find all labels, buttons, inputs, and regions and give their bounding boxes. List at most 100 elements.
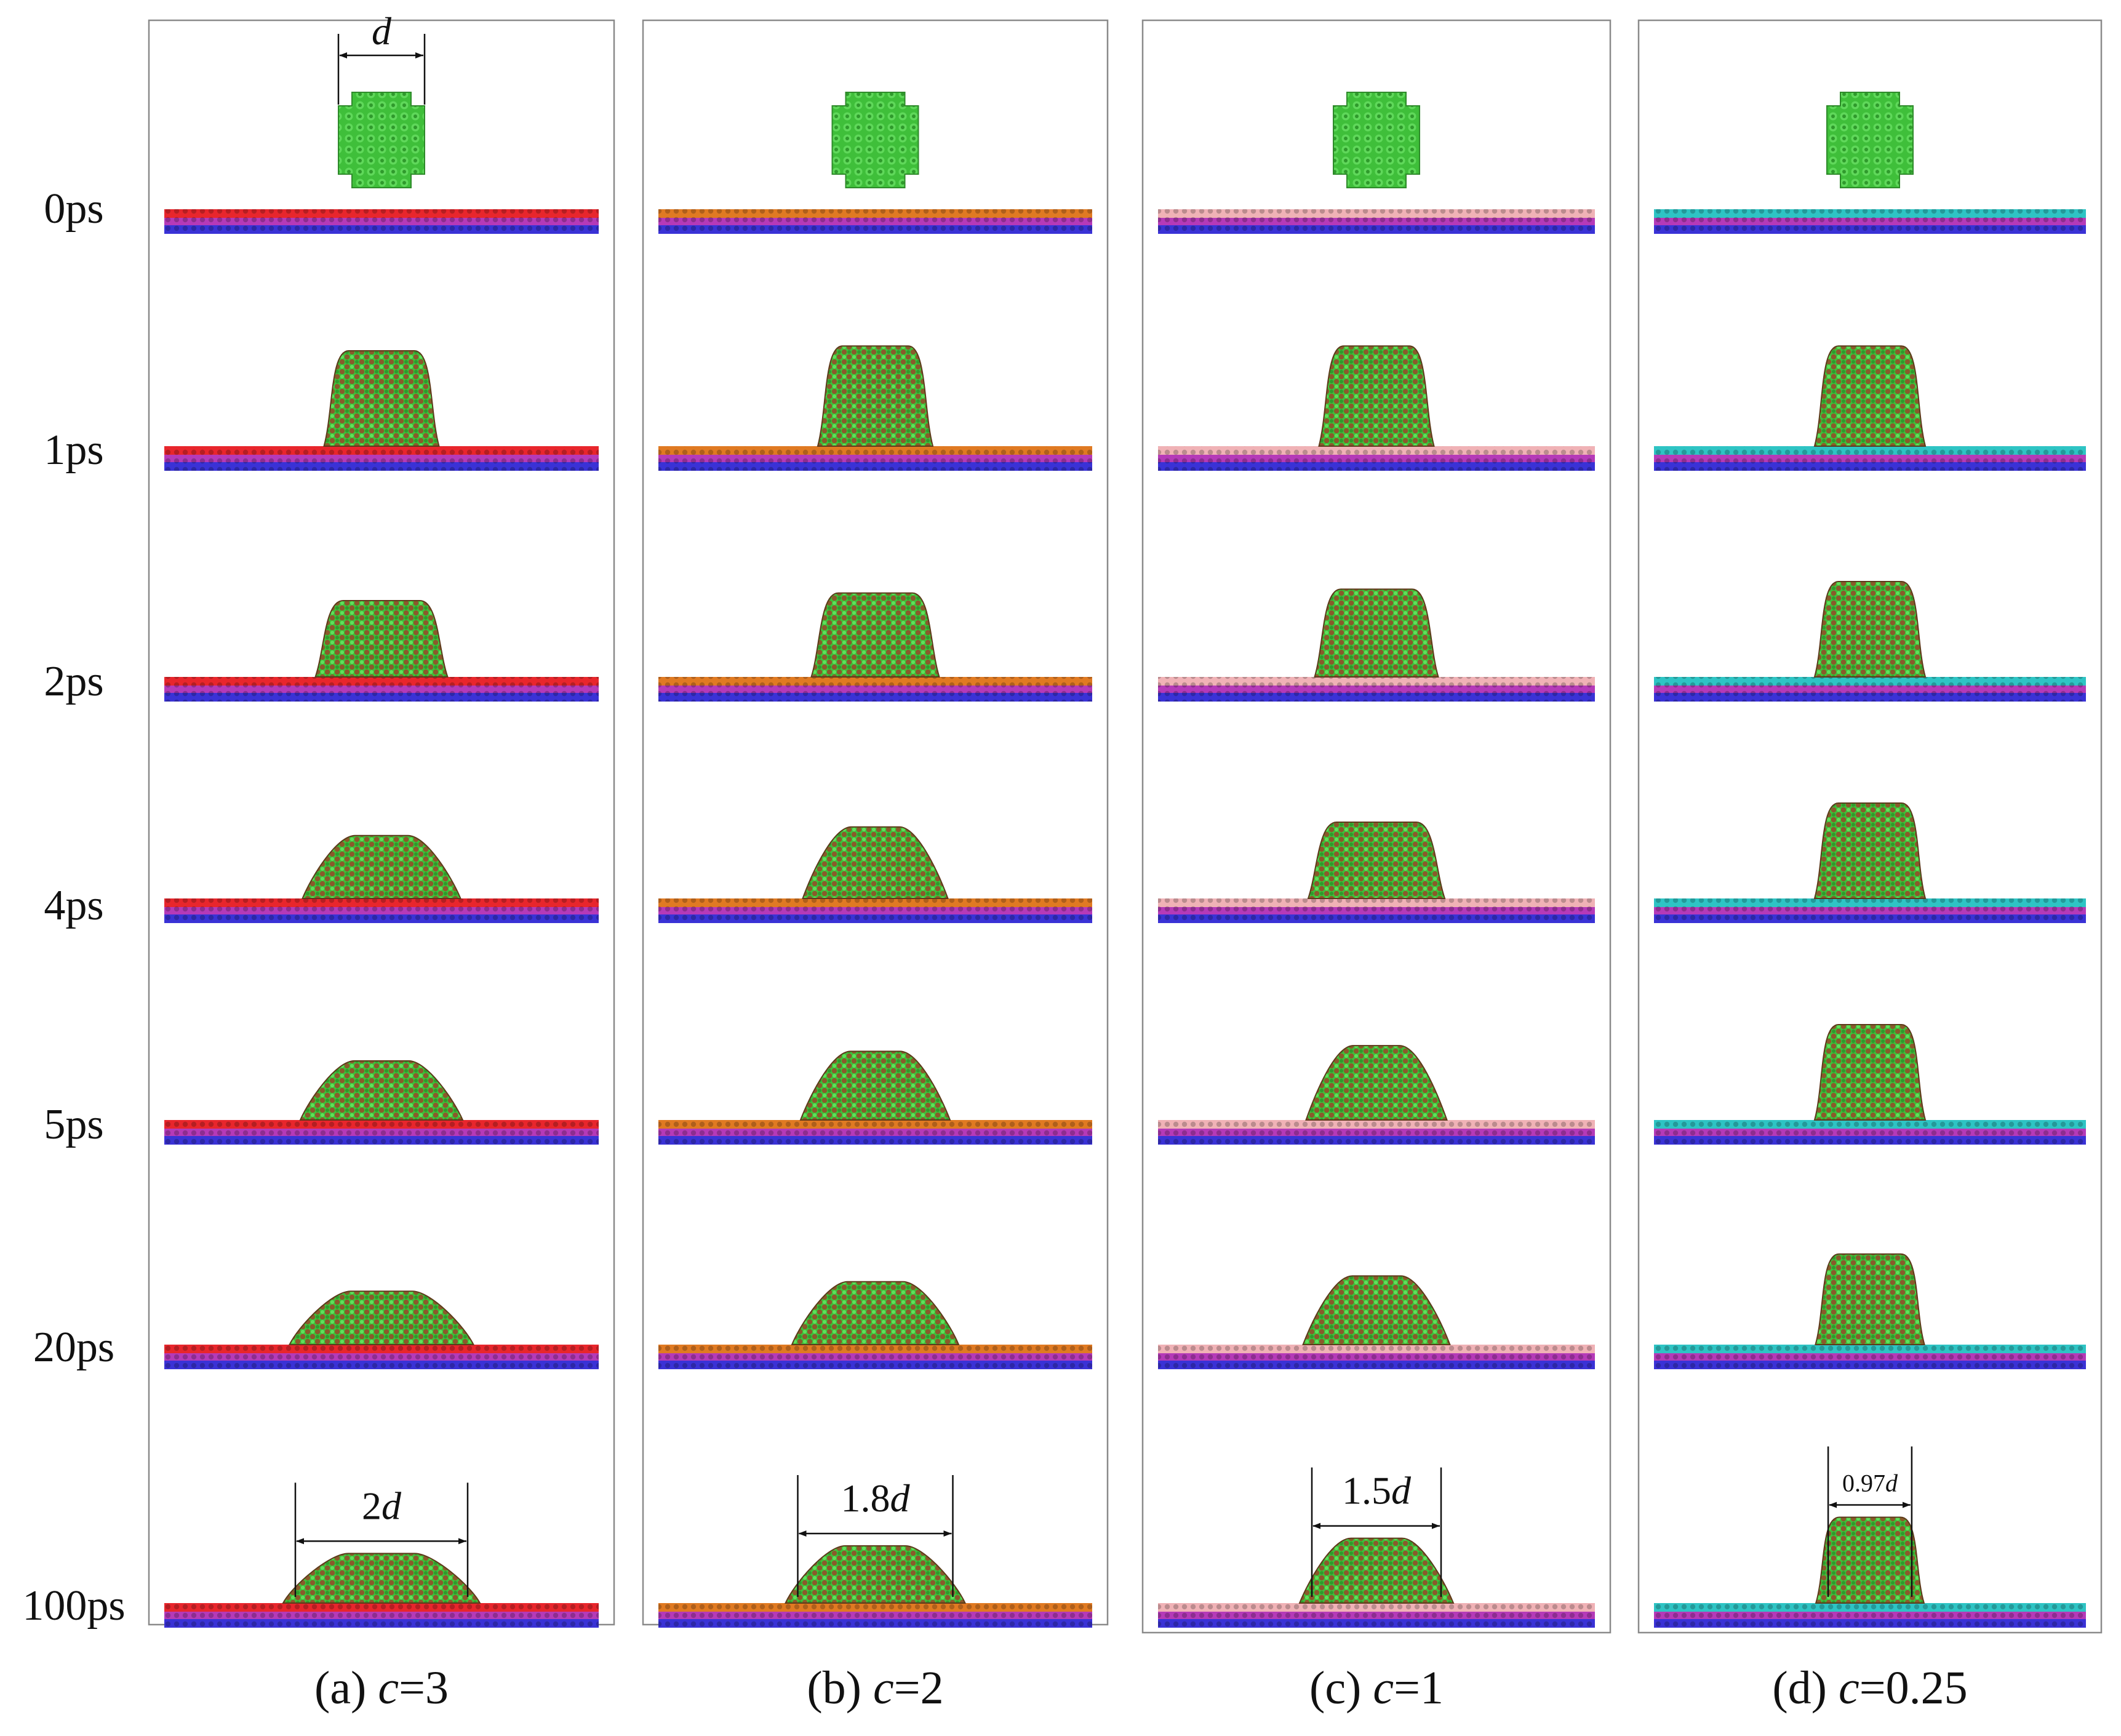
dimension-label-final: 2d <box>362 1484 402 1527</box>
dimension-var: d <box>1885 1470 1898 1497</box>
snapshot-3-2 <box>1654 581 2086 702</box>
time-label-100ps: 100ps <box>22 1582 125 1630</box>
snapshot-2-1 <box>1158 345 1595 471</box>
droplet-cap <box>1815 1516 1925 1604</box>
dimension-label-final: 1.8d <box>841 1476 911 1520</box>
substrate-atoms <box>1158 1603 1595 1628</box>
substrate-atoms <box>658 1603 1092 1628</box>
caption-prefix: (a) <box>314 1662 378 1714</box>
substrate-atoms <box>658 1345 1092 1369</box>
snapshot-3-6: 0.97d <box>1654 1446 2086 1628</box>
droplet-cap <box>1813 802 1927 899</box>
panel-caption-1: (b) c=2 <box>807 1662 943 1714</box>
panel-caption-2: (c) c=1 <box>1309 1662 1444 1714</box>
dimension-label-final: 0.97d <box>1842 1470 1898 1497</box>
snapshot-1-3 <box>658 826 1092 923</box>
droplet-cap <box>1813 345 1927 447</box>
snapshot-0-3 <box>164 834 599 923</box>
snapshot-1-5 <box>658 1281 1092 1369</box>
droplet-initial-cluster <box>1333 92 1420 188</box>
substrate-atoms <box>1654 446 2086 471</box>
time-label-20ps: 20ps <box>33 1324 114 1371</box>
droplet-cap <box>1815 1253 1925 1345</box>
panel-caption-3: (d) c=0.25 <box>1772 1662 1967 1714</box>
snapshot-2-5 <box>1158 1275 1595 1369</box>
caption-value: =1 <box>1394 1662 1444 1714</box>
substrate-atoms <box>658 209 1092 234</box>
caption-value: =2 <box>894 1662 944 1714</box>
droplet-cap <box>799 1050 951 1121</box>
droplet-cap <box>299 1060 464 1121</box>
panel-frame-3 <box>1637 19 2103 1634</box>
substrate-atoms <box>1654 1345 2086 1369</box>
droplet-cap <box>288 1290 475 1345</box>
substrate-atoms <box>1158 1345 1595 1369</box>
droplet-cap <box>1305 1045 1448 1121</box>
substrate-atoms <box>1654 209 2086 234</box>
snapshot-0-2 <box>164 600 599 702</box>
droplet-cap <box>1813 1024 1927 1121</box>
snapshot-2-6: 1.5d <box>1158 1467 1595 1628</box>
droplet-cap <box>314 600 449 678</box>
substrate-atoms <box>1158 898 1595 923</box>
snapshot-0-5 <box>164 1290 599 1369</box>
dimension-number: 1.5 <box>1342 1469 1391 1513</box>
snapshot-3-3 <box>1654 802 2086 923</box>
snapshot-0-6: 2d <box>164 1482 599 1628</box>
caption-value: =3 <box>399 1662 449 1714</box>
substrate-atoms <box>164 677 599 702</box>
substrate-atoms <box>1158 446 1595 471</box>
droplet-cap <box>810 592 940 678</box>
substrate-atoms <box>658 677 1092 702</box>
dimension-var: d <box>1391 1469 1412 1513</box>
snapshot-0-0: d <box>164 9 599 234</box>
droplet-cap <box>1307 822 1446 899</box>
droplet-cap <box>301 834 462 899</box>
droplet-cap <box>1318 345 1435 447</box>
substrate-atoms <box>164 446 599 471</box>
substrate-atoms <box>658 898 1092 923</box>
caption-prefix: (b) <box>807 1662 873 1714</box>
droplet-initial-cluster <box>1826 92 1914 188</box>
snapshot-1-2 <box>658 592 1092 702</box>
dimension-number: 1.8 <box>841 1476 890 1520</box>
panel-frame-1 <box>642 19 1109 1626</box>
droplet-cap <box>1314 588 1439 678</box>
snapshot-3-0 <box>1654 92 2086 234</box>
dimension-label-final: 1.5d <box>1342 1469 1412 1513</box>
substrate-atoms <box>1158 209 1595 234</box>
substrate-atoms <box>658 1120 1092 1145</box>
snapshot-2-0 <box>1158 92 1595 234</box>
time-label-4ps: 4ps <box>44 882 103 929</box>
droplet-cap <box>323 350 440 447</box>
snapshot-0-1 <box>164 350 599 471</box>
snapshot-1-4 <box>658 1050 1092 1145</box>
substrate-atoms <box>164 209 599 234</box>
time-label-5ps: 5ps <box>44 1101 103 1148</box>
snapshot-3-5 <box>1654 1253 2086 1369</box>
caption-var: c <box>1839 1662 1859 1714</box>
caption-value: =0.25 <box>1859 1662 1968 1714</box>
droplet-cap <box>282 1553 481 1604</box>
snapshot-2-3 <box>1158 822 1595 923</box>
snapshot-3-1 <box>1654 345 2086 471</box>
substrate-atoms <box>1654 677 2086 702</box>
snapshot-1-0 <box>658 92 1092 234</box>
caption-var: c <box>873 1662 894 1714</box>
substrate-atoms <box>164 1120 599 1145</box>
substrate-atoms <box>164 1603 599 1628</box>
dimension-var: d <box>381 1484 402 1527</box>
droplet-initial-cluster <box>831 92 919 188</box>
droplet-cap <box>1298 1537 1455 1604</box>
caption-var: c <box>378 1662 399 1714</box>
substrate-atoms <box>164 1345 599 1369</box>
dimension-label-d: d <box>372 9 392 53</box>
droplet-cap <box>1302 1275 1451 1345</box>
dimension-number: 2 <box>362 1484 381 1527</box>
droplet-cap <box>784 1545 967 1604</box>
snapshot-2-4 <box>1158 1045 1595 1145</box>
time-label-1ps: 1ps <box>44 426 103 474</box>
snapshot-1-6: 1.8d <box>658 1475 1092 1628</box>
panel-frame-2 <box>1141 19 1612 1634</box>
